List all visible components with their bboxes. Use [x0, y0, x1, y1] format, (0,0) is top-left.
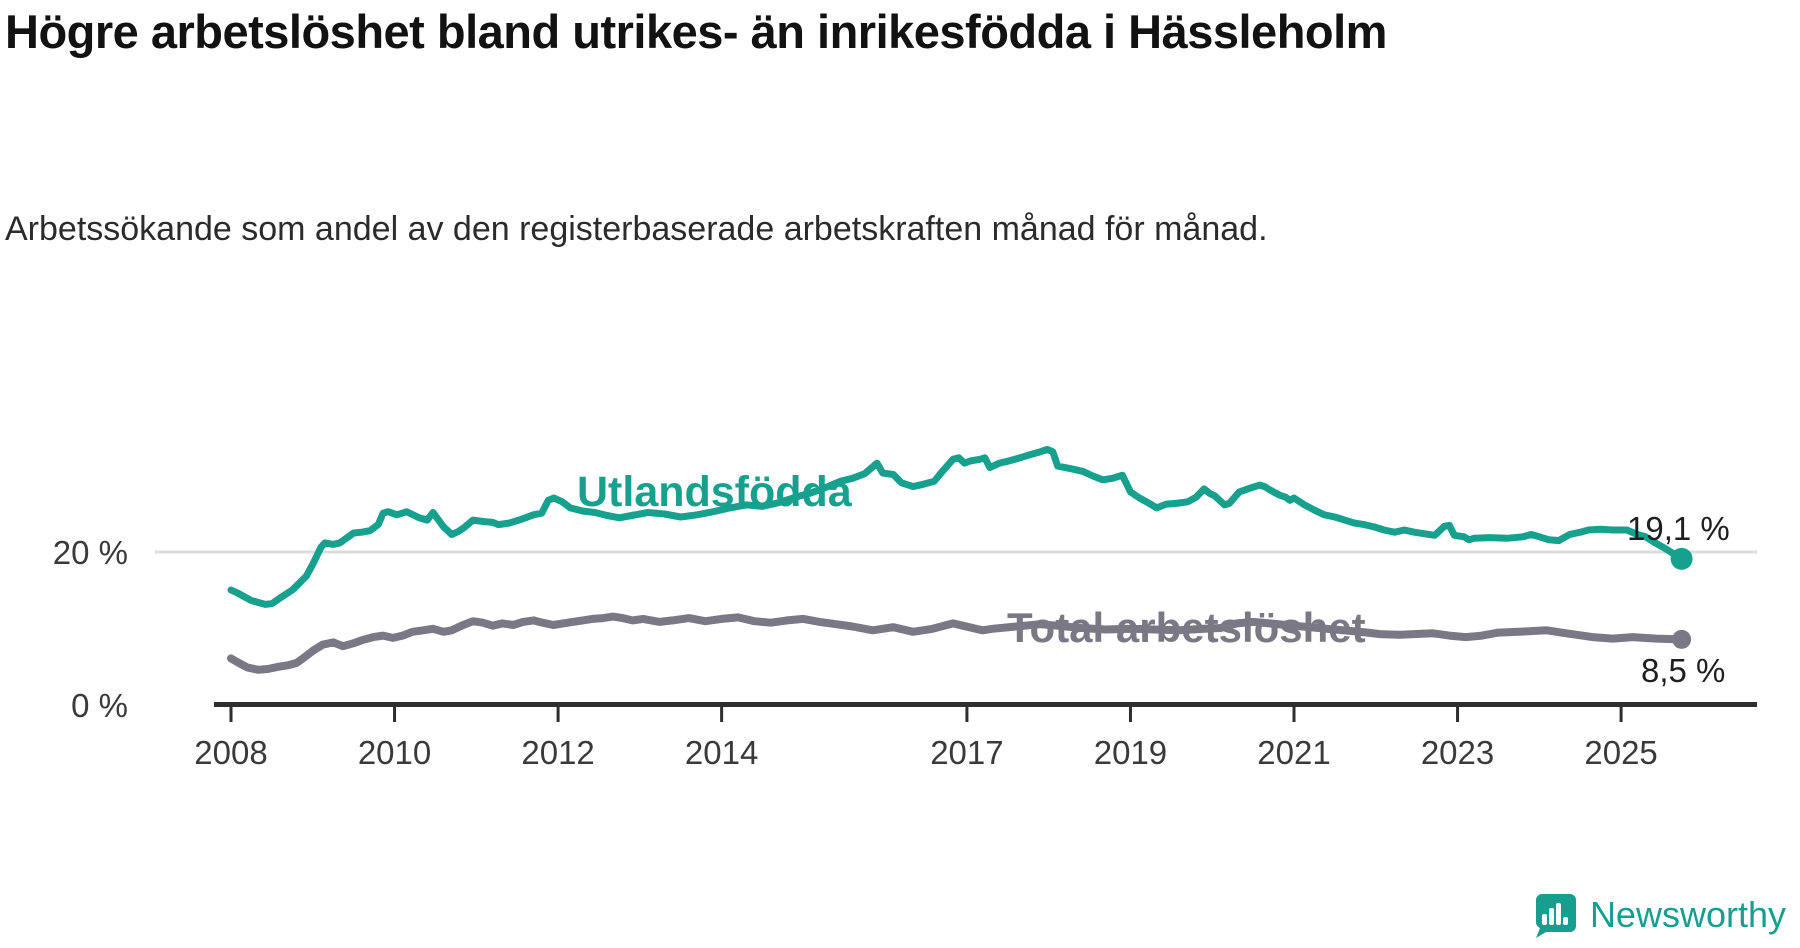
x-axis-label-2008: 2008: [194, 734, 268, 771]
chart-title: Högre arbetslöshet bland utrikes- än inr…: [5, 5, 1387, 58]
y-axis-label-20: 20 %: [52, 534, 128, 571]
x-axis-label-2010: 2010: [357, 734, 432, 771]
x-axis-label-2012: 2012: [521, 734, 595, 771]
series-label-utlandsfodda: Utlandsfödda: [577, 468, 852, 516]
end-value-label-total: 8,5 %: [1641, 652, 1726, 689]
chart-subtitle: Arbetssökande som andel av den registerb…: [5, 210, 1268, 248]
x-axis-label-2019: 2019: [1093, 734, 1168, 771]
x-axis-label-2025: 2025: [1584, 734, 1658, 771]
series-end-dot-total: [1672, 629, 1692, 649]
y-axis-label-0: 0 %: [71, 687, 128, 724]
series-line-total: [227, 612, 1686, 674]
newsworthy-logo: Newsworthy: [1532, 892, 1786, 938]
newsworthy-bar-chart-icon: [1535, 894, 1576, 938]
x-axis-label-2017: 2017: [930, 734, 1004, 771]
newsworthy-logo-text: Newsworthy: [1589, 894, 1786, 935]
x-axis-label-2014: 2014: [684, 734, 759, 771]
x-axis-label-2023: 2023: [1420, 734, 1495, 771]
end-value-label-utlandsfodda: 19,1 %: [1627, 510, 1730, 547]
series-end-dot-utlandsfodda: [1670, 547, 1693, 570]
x-axis-label-2021: 2021: [1257, 734, 1331, 771]
series-label-total-arbetsloshet: Total arbetslöshet: [1007, 604, 1366, 651]
series-line-utlandsfodda: [227, 445, 1686, 608]
